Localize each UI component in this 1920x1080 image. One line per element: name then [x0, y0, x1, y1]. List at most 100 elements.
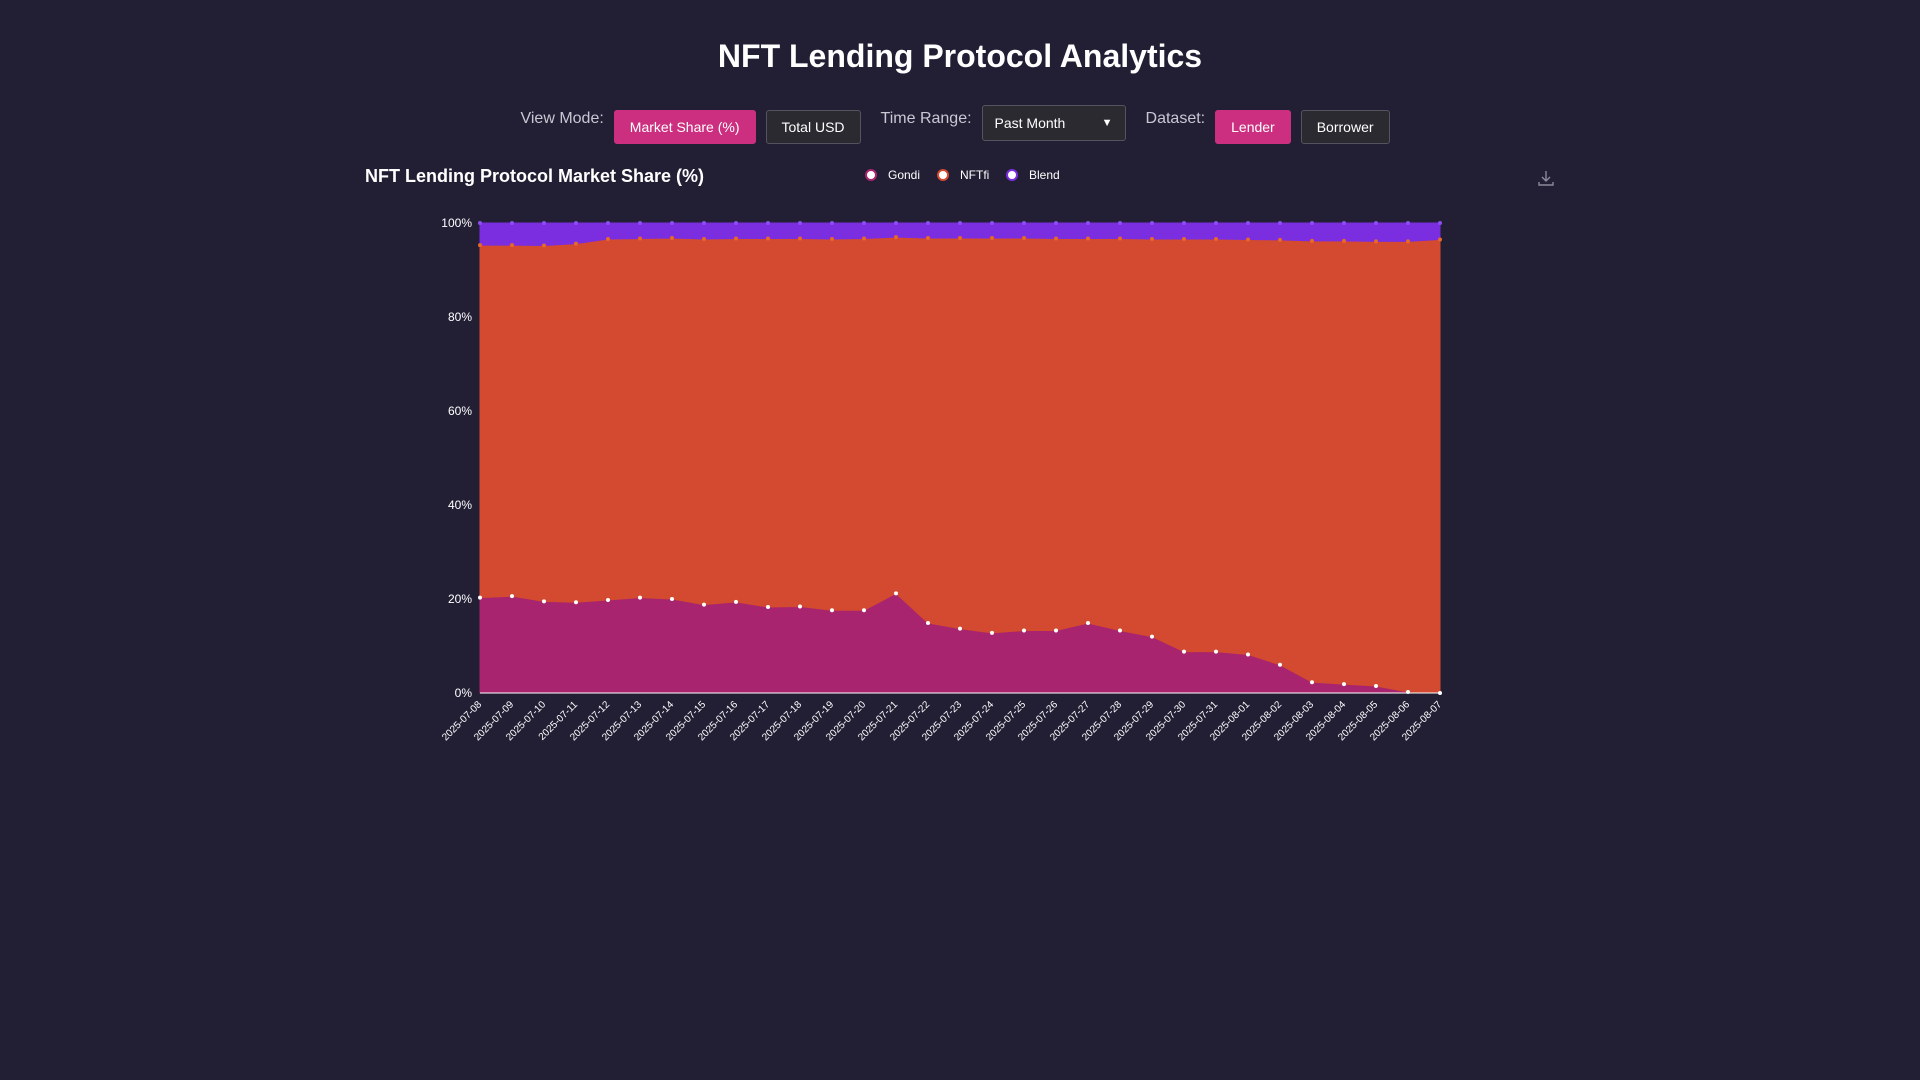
point-blend — [638, 221, 642, 225]
point-gondi — [1182, 649, 1186, 654]
point-gondi — [702, 602, 706, 607]
point-nftfi — [542, 243, 546, 248]
borrower-button[interactable]: Borrower — [1300, 110, 1390, 144]
point-gondi — [1214, 649, 1218, 654]
point-nftfi — [1278, 237, 1282, 242]
y-tick-label: 60% — [448, 404, 472, 418]
point-gondi — [798, 604, 802, 609]
point-nftfi — [1086, 236, 1090, 241]
view-mode-label: View Mode: — [520, 110, 604, 127]
point-blend — [574, 221, 578, 225]
point-nftfi — [670, 236, 674, 241]
point-gondi — [670, 597, 674, 601]
legend-item-blend: Blend — [1006, 168, 1060, 182]
point-gondi — [1118, 628, 1122, 633]
point-blend — [894, 221, 898, 225]
time-range-value: Past Month — [994, 115, 1066, 131]
point-blend — [606, 221, 610, 225]
point-gondi — [990, 630, 994, 635]
point-gondi — [1086, 620, 1090, 625]
point-blend — [798, 221, 802, 225]
market-share-button[interactable]: Market Share (%) — [613, 110, 756, 144]
point-gondi — [638, 595, 642, 600]
point-gondi — [862, 608, 866, 613]
y-tick-label: 20% — [448, 592, 472, 606]
lender-button[interactable]: Lender — [1215, 110, 1291, 144]
chevron-down-icon: ▼ — [1101, 117, 1113, 129]
y-tick-label: 100% — [441, 216, 472, 230]
point-blend — [1278, 221, 1282, 225]
point-nftfi — [862, 236, 866, 241]
point-blend — [510, 221, 514, 225]
point-nftfi — [1022, 236, 1026, 241]
legend-label: Gondi — [888, 168, 920, 182]
point-gondi — [1150, 634, 1154, 639]
point-blend — [1118, 221, 1122, 225]
point-gondi — [1374, 683, 1378, 688]
legend-label: Blend — [1029, 168, 1060, 182]
point-gondi — [574, 600, 578, 605]
y-tick-label: 40% — [448, 498, 472, 512]
total-usd-button[interactable]: Total USD — [765, 110, 861, 144]
point-gondi — [606, 597, 610, 602]
point-blend — [830, 221, 834, 225]
point-gondi — [1342, 682, 1346, 687]
point-blend — [542, 221, 546, 225]
download-icon[interactable] — [1536, 168, 1556, 188]
point-gondi — [734, 599, 738, 604]
point-blend — [926, 221, 930, 225]
point-nftfi — [734, 236, 738, 241]
point-nftfi — [990, 236, 994, 241]
point-gondi — [926, 620, 930, 625]
point-gondi — [1310, 680, 1314, 685]
point-gondi — [542, 599, 546, 604]
point-blend — [1022, 221, 1026, 225]
point-blend — [1406, 221, 1410, 225]
point-nftfi — [830, 236, 834, 241]
point-blend — [1374, 221, 1378, 225]
point-nftfi — [702, 236, 706, 241]
legend-item-gondi: Gondi — [865, 168, 920, 182]
point-blend — [1150, 221, 1154, 225]
legend-marker — [937, 169, 949, 181]
point-nftfi — [1406, 239, 1410, 244]
point-blend — [958, 221, 962, 225]
legend-label: NFTfi — [960, 168, 989, 182]
point-blend — [1054, 221, 1058, 225]
point-blend — [990, 221, 994, 225]
point-nftfi — [1374, 239, 1378, 244]
point-nftfi — [798, 236, 802, 241]
point-nftfi — [638, 236, 642, 241]
time-range-select[interactable]: Past Month ▼ — [981, 105, 1126, 141]
point-gondi — [894, 591, 898, 596]
point-nftfi — [478, 243, 482, 248]
point-blend — [1086, 221, 1090, 225]
point-blend — [1438, 221, 1442, 225]
point-blend — [1182, 221, 1186, 225]
point-nftfi — [1150, 236, 1154, 241]
point-gondi — [1246, 652, 1250, 657]
chart-title: NFT Lending Protocol Market Share (%) — [365, 166, 705, 186]
page-title: NFT Lending Protocol Analytics — [717, 38, 1203, 74]
point-gondi — [830, 608, 834, 613]
point-nftfi — [926, 236, 930, 241]
point-gondi — [958, 626, 962, 631]
point-nftfi — [574, 241, 578, 246]
point-blend — [1310, 221, 1314, 225]
point-nftfi — [1438, 237, 1442, 242]
legend-marker — [1006, 169, 1018, 181]
point-gondi — [478, 595, 482, 600]
point-blend — [862, 221, 866, 225]
legend-marker — [865, 169, 877, 181]
point-gondi — [1054, 628, 1058, 633]
time-range-label: Time Range: — [880, 110, 972, 127]
point-gondi — [1022, 628, 1026, 633]
y-tick-label: 80% — [448, 310, 472, 324]
y-tick-label: 0% — [455, 686, 473, 700]
controls-bar: View Mode: Market Share (%) Total USD Ti… — [0, 105, 1920, 144]
point-blend — [702, 221, 706, 225]
point-blend — [1214, 221, 1218, 225]
point-nftfi — [766, 236, 770, 241]
point-nftfi — [1054, 236, 1058, 241]
